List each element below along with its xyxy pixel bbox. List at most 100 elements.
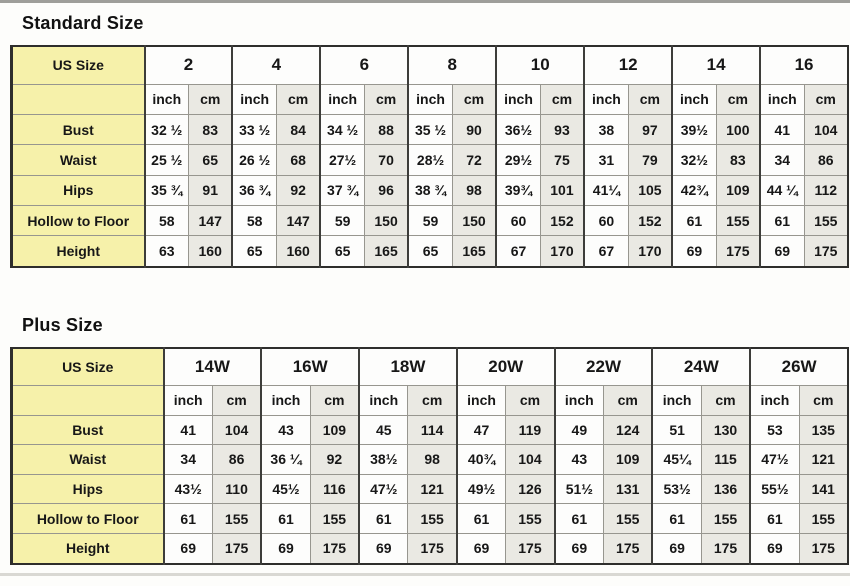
- measurement-cell: 84: [275, 114, 321, 146]
- measurement-cell: 155: [505, 503, 556, 534]
- measurement-cell: 70: [363, 144, 409, 176]
- us-size-corner-cell: US Size: [11, 347, 165, 386]
- measurement-cell: 45: [358, 414, 409, 446]
- measurement-cell: 61: [260, 503, 311, 534]
- measurement-cell: 175: [798, 532, 849, 565]
- measurement-cell: 83: [187, 114, 233, 146]
- size-header: 26W: [749, 347, 849, 386]
- row-label: Hollow to Floor: [11, 204, 146, 237]
- measurement-cell: 170: [627, 235, 673, 268]
- measurement-cell: 44 ¼: [759, 174, 805, 207]
- unit-header-cm: cm: [603, 384, 653, 416]
- measurement-cell: 63: [143, 235, 189, 268]
- unit-header-cm: cm: [505, 384, 556, 416]
- measurement-cell: 40¾: [455, 444, 507, 475]
- measurement-cell: 65: [187, 144, 233, 176]
- measurement-cell: 32 ½: [143, 114, 189, 146]
- measurement-cell: 131: [603, 473, 653, 505]
- measurement-cell: 86: [803, 144, 849, 176]
- measurement-cell: 61: [455, 503, 507, 534]
- measurement-cell: 160: [187, 235, 233, 268]
- row-label: Hips: [11, 473, 165, 505]
- measurement-cell: 67: [495, 235, 541, 268]
- unit-header-cm: cm: [363, 83, 409, 116]
- row-label: Hips: [11, 174, 146, 207]
- measurement-cell: 61: [162, 503, 213, 534]
- measurement-cell: 35 ½: [407, 114, 453, 146]
- measurement-cell: 47: [455, 414, 507, 446]
- measurement-cell: 53: [749, 414, 800, 446]
- measurement-cell: 170: [539, 235, 585, 268]
- measurement-cell: 60: [583, 204, 629, 237]
- measurement-cell: 51½: [553, 473, 605, 505]
- measurement-cell: 41¼: [583, 174, 629, 207]
- measurement-cell: 152: [627, 204, 673, 237]
- unit-header-cm: cm: [187, 83, 233, 116]
- measurement-cell: 115: [700, 444, 751, 475]
- unit-header-cm: cm: [627, 83, 673, 116]
- unit-header-cm: cm: [407, 384, 458, 416]
- measurement-cell: 119: [505, 414, 556, 446]
- measurement-cell: 79: [627, 144, 673, 176]
- measurement-cell: 43: [553, 444, 605, 475]
- measurement-cell: 126: [505, 473, 556, 505]
- unit-header-inch: inch: [143, 83, 189, 116]
- measurement-cell: 61: [651, 503, 702, 534]
- unit-header-inch: inch: [759, 83, 805, 116]
- measurement-cell: 175: [407, 532, 458, 565]
- size-header: 20W: [455, 347, 556, 386]
- bottom-edge-line: [0, 573, 850, 576]
- row-label: Bust: [11, 414, 165, 446]
- label-spacer-cell: [11, 384, 165, 416]
- measurement-cell: 39½: [671, 114, 717, 146]
- row-label: Height: [11, 235, 146, 268]
- measurement-cell: 34: [162, 444, 213, 475]
- measurement-cell: 59: [319, 204, 365, 237]
- measurement-cell: 69: [671, 235, 717, 268]
- measurement-cell: 92: [275, 174, 321, 207]
- measurement-cell: 155: [211, 503, 262, 534]
- measurement-cell: 150: [363, 204, 409, 237]
- measurement-cell: 38 ¾: [407, 174, 453, 207]
- measurement-cell: 92: [309, 444, 360, 475]
- measurement-cell: 175: [309, 532, 360, 565]
- measurement-cell: 45¼: [651, 444, 702, 475]
- measurement-cell: 105: [627, 174, 673, 207]
- measurement-cell: 47½: [358, 473, 409, 505]
- measurement-cell: 109: [309, 414, 360, 446]
- measurement-cell: 152: [539, 204, 585, 237]
- measurement-cell: 35 ¾: [143, 174, 189, 207]
- measurement-cell: 25 ½: [143, 144, 189, 176]
- measurement-cell: 155: [798, 503, 849, 534]
- size-header: 2: [143, 45, 233, 85]
- unit-header-cm: cm: [451, 83, 497, 116]
- size-header: 14: [671, 45, 761, 85]
- measurement-cell: 36 ¾: [231, 174, 277, 207]
- unit-header-inch: inch: [495, 83, 541, 116]
- plus-size-table: US Size 14W 16W 18W 20W 22W 24W 26W inch cm inch cm…: [10, 347, 849, 565]
- unit-header-inch: inch: [407, 83, 453, 116]
- measurement-cell: 165: [451, 235, 497, 268]
- measurement-cell: 98: [451, 174, 497, 207]
- unit-header-inch: inch: [455, 384, 507, 416]
- row-label: Bust: [11, 114, 146, 146]
- measurement-cell: 147: [187, 204, 233, 237]
- measurement-cell: 110: [211, 473, 262, 505]
- plus-size-title: Plus Size: [22, 315, 103, 335]
- measurement-cell: 136: [700, 473, 751, 505]
- top-edge-line: [0, 0, 850, 3]
- measurement-cell: 100: [715, 114, 761, 146]
- measurement-cell: 49: [553, 414, 605, 446]
- row-label: Height: [11, 532, 165, 565]
- measurement-cell: 91: [187, 174, 233, 207]
- measurement-cell: 135: [798, 414, 849, 446]
- measurement-cell: 155: [803, 204, 849, 237]
- measurement-cell: 32½: [671, 144, 717, 176]
- measurement-cell: 155: [700, 503, 751, 534]
- measurement-cell: 28½: [407, 144, 453, 176]
- unit-header-cm: cm: [798, 384, 849, 416]
- measurement-cell: 88: [363, 114, 409, 146]
- unit-header-inch: inch: [651, 384, 702, 416]
- unit-header-inch: inch: [231, 83, 277, 116]
- measurement-cell: 41: [759, 114, 805, 146]
